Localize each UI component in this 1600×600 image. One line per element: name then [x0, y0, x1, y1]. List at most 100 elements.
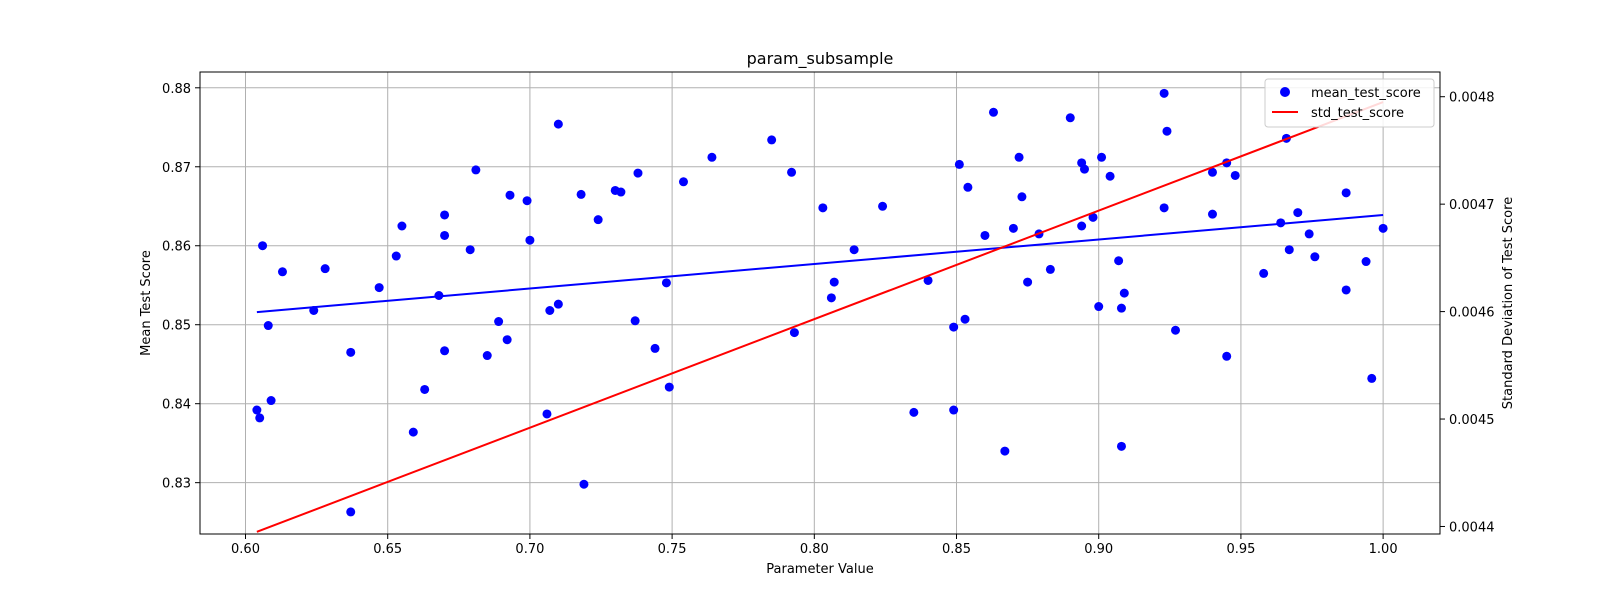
legend-label-mean: mean_test_score: [1311, 86, 1421, 101]
data-point: [1341, 285, 1351, 295]
data-point: [465, 245, 475, 255]
data-point: [434, 290, 444, 300]
data-point: [1293, 208, 1303, 218]
data-point: [1014, 152, 1024, 162]
data-point: [576, 189, 586, 199]
data-point: [542, 409, 552, 419]
y-axis-label: Mean Test Score: [139, 250, 154, 356]
data-point: [1304, 229, 1314, 239]
data-point: [826, 293, 836, 303]
legend-label-std: std_test_score: [1311, 106, 1404, 121]
legend: mean_test_score std_test_score: [1264, 78, 1435, 128]
data-point: [263, 321, 273, 331]
data-point: [616, 187, 626, 197]
data-point: [420, 384, 430, 394]
y-tick-label: 0.84: [162, 398, 191, 413]
x-tick-label: 0.60: [231, 542, 260, 557]
data-point: [482, 351, 492, 361]
data-point: [266, 396, 276, 406]
chart-title: param_subsample: [747, 49, 894, 69]
data-point: [1367, 373, 1377, 383]
data-point: [1162, 126, 1172, 136]
x-axis-ticks: 0.60 0.65 0.70 0.75 0.80 0.85 0.90 0.95 1.00: [231, 534, 1398, 557]
x-tick-label: 1.00: [1369, 542, 1398, 557]
data-point: [630, 316, 640, 326]
data-point: [1116, 303, 1126, 313]
data-point: [1259, 268, 1269, 278]
y2-tick-label: 0.0045: [1449, 413, 1495, 428]
y2-tick-label: 0.0044: [1449, 520, 1495, 535]
data-point: [1077, 221, 1087, 231]
data-point: [1159, 88, 1169, 98]
data-point: [960, 314, 970, 324]
data-point: [440, 210, 450, 220]
data-point: [1045, 264, 1055, 274]
plot-area-frame: [199, 71, 1441, 535]
legend-marker-mean: [1280, 87, 1290, 97]
data-point: [818, 203, 828, 213]
data-point: [949, 322, 959, 332]
data-point: [789, 328, 799, 338]
y2-axis-label: Standard Deviation of Test Score: [1501, 197, 1516, 409]
x-tick-label: 0.65: [373, 542, 402, 557]
x-tick-label: 0.80: [800, 542, 829, 557]
x-axis-label: Parameter Value: [766, 562, 873, 577]
data-point: [963, 182, 973, 192]
data-point: [440, 230, 450, 240]
data-point: [1065, 113, 1075, 123]
data-point: [1378, 223, 1388, 233]
data-point: [258, 241, 268, 251]
data-point: [650, 343, 660, 353]
data-point: [277, 267, 287, 277]
data-point: [1008, 223, 1018, 233]
trend-line-layer: [256, 213, 1384, 314]
data-point: [923, 275, 933, 285]
data-point: [525, 235, 535, 245]
data-point: [309, 306, 319, 316]
data-point: [320, 264, 330, 274]
x-tick-label: 0.90: [1084, 542, 1113, 557]
data-point: [579, 479, 589, 489]
data-point: [545, 306, 555, 316]
y-tick-label: 0.83: [162, 477, 191, 492]
y2-tick-label: 0.0047: [1449, 198, 1495, 213]
data-point: [909, 407, 919, 417]
data-point: [954, 159, 964, 169]
data-point: [1094, 302, 1104, 312]
data-point: [787, 167, 797, 177]
data-point: [829, 277, 839, 287]
y-axis-ticks: 0.83 0.84 0.85 0.86 0.87 0.88: [162, 82, 200, 492]
data-point: [878, 201, 888, 211]
y-tick-label: 0.85: [162, 319, 191, 334]
data-point: [707, 152, 717, 162]
x-tick-label: 0.70: [515, 542, 544, 557]
data-point: [980, 230, 990, 240]
data-point: [1116, 441, 1126, 451]
y-tick-label: 0.88: [162, 82, 191, 97]
data-point: [767, 135, 777, 145]
data-point: [502, 335, 512, 345]
std-test-score-line: [256, 101, 1384, 533]
y-tick-label: 0.86: [162, 240, 191, 255]
grid: [200, 72, 1440, 534]
data-point: [1119, 288, 1129, 298]
data-point: [988, 107, 998, 117]
data-point: [664, 382, 674, 392]
data-point: [1222, 351, 1232, 361]
data-point: [408, 427, 418, 437]
data-point: [505, 190, 515, 200]
data-point: [374, 283, 384, 293]
data-point: [678, 177, 688, 187]
data-point: [1341, 188, 1351, 198]
data-point: [593, 215, 603, 225]
data-point: [1023, 277, 1033, 287]
data-point: [1105, 171, 1115, 181]
y2-axis-ticks: 0.0044 0.0045 0.0046 0.0047 0.0048: [1440, 91, 1495, 535]
data-point: [440, 346, 450, 356]
data-point: [1284, 245, 1294, 255]
data-point: [252, 405, 262, 415]
data-point: [553, 119, 563, 129]
data-point: [1207, 209, 1217, 219]
data-point: [1159, 203, 1169, 213]
